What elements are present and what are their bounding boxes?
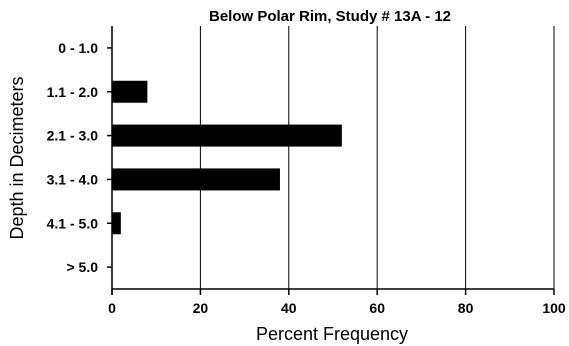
bar-3 (112, 124, 342, 147)
chart-title: Below Polar Rim, Study # 13A - 12 (209, 8, 451, 25)
x-tick-label: 20 (193, 300, 209, 316)
x-tick-label: 80 (458, 300, 474, 316)
category-label: > 5.0 (66, 259, 98, 275)
bar-2 (112, 80, 148, 103)
axes (107, 26, 555, 295)
x-tick-labels: 0 20 40 60 80 100 (108, 300, 566, 316)
x-tick-label: 40 (281, 300, 297, 316)
y-axis-label: Depth in Decimeters (7, 76, 27, 239)
category-label: 4.1 - 5.0 (47, 215, 99, 231)
category-label: 2.1 - 3.0 (47, 128, 99, 144)
x-tick-label: 60 (369, 300, 385, 316)
category-label: 1.1 - 2.0 (47, 84, 99, 100)
bars (112, 80, 342, 235)
category-label: 3.1 - 4.0 (47, 171, 99, 187)
gridlines (199, 26, 555, 289)
x-tick-label: 0 (108, 300, 116, 316)
bar-4 (112, 168, 280, 191)
category-labels: 0 - 1.0 1.1 - 2.0 2.1 - 3.0 3.1 - 4.0 4.1 - … (47, 40, 99, 275)
x-axis-label: Percent Frequency (256, 324, 408, 344)
x-tick-label: 100 (542, 300, 566, 316)
bar-5 (112, 212, 121, 235)
category-label: 0 - 1.0 (58, 40, 98, 56)
